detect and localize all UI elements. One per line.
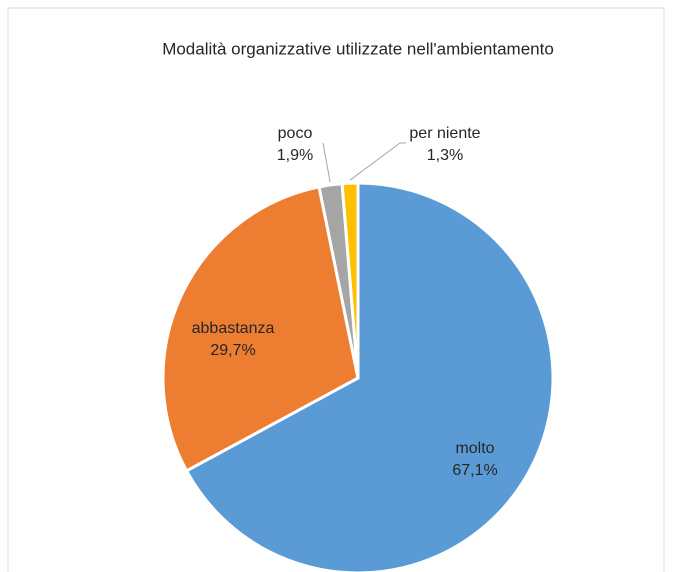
slice-value-label: 67,1%: [452, 462, 497, 479]
pie-slice: [161, 185, 360, 473]
chart-title: Modalità organizzative utilizzate nell'a…: [162, 39, 554, 58]
slice-value-label: 1,9%: [277, 147, 313, 164]
pie-slice: [340, 181, 360, 379]
leader-line: [322, 142, 331, 183]
slice-category-label: abbastanza: [192, 320, 275, 337]
slice-value-label: 1,3%: [427, 147, 463, 164]
slice-value-label: 29,7%: [210, 342, 255, 359]
slice-category-label: poco: [278, 125, 313, 142]
slice-category-label: molto: [455, 440, 494, 457]
leader-line: [349, 142, 406, 181]
slice-category-label: per niente: [409, 125, 480, 142]
pie-slice: [184, 181, 555, 572]
